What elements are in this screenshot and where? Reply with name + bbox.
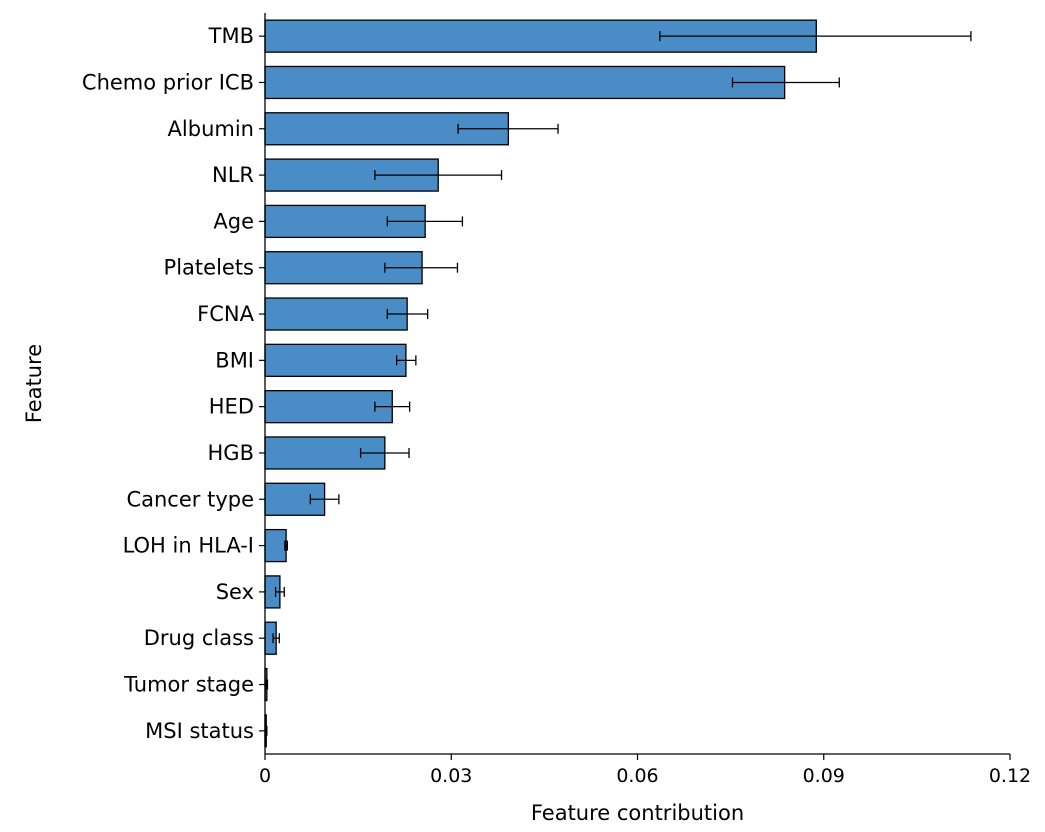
y-tick-label: Albumin [168, 117, 254, 141]
y-tick-label: HGB [208, 441, 254, 465]
y-tick-label: NLR [212, 163, 254, 187]
error-bars-group [264, 31, 972, 736]
y-tick-label: Drug class [144, 626, 254, 650]
x-tick-label: 0 [259, 765, 271, 787]
y-tick-label: LOH in HLA-I [123, 534, 254, 558]
y-tick-label: Sex [216, 580, 254, 604]
y-tick-label: TMB [208, 24, 254, 48]
y-tick-label: Platelets [164, 256, 254, 280]
y-tick-label: Chemo prior ICB [82, 70, 254, 94]
x-tick-label: 0.03 [430, 765, 472, 787]
bar [264, 297, 408, 331]
bar [264, 343, 407, 377]
y-tick-labels: TMB Chemo prior ICB Albumin NLR Age Platelets… [82, 24, 265, 743]
y-axis-title: Feature [22, 344, 46, 423]
y-tick-label: Age [213, 209, 254, 233]
y-tick-label: HED [209, 395, 254, 419]
x-tick-label: 0.12 [989, 765, 1031, 787]
bar [264, 65, 786, 100]
x-ticks: 0 0.03 0.06 0.09 0.12 [259, 754, 1031, 787]
bar [264, 390, 393, 424]
y-tick-label: MSI status [145, 719, 254, 743]
x-axis-title: Feature contribution [531, 801, 744, 825]
y-tick-label: Tumor stage [123, 673, 254, 697]
y-tick-label: Cancer type [126, 487, 254, 511]
y-tick-label: FCNA [197, 302, 254, 326]
y-tick-label: BMI [215, 348, 254, 372]
x-tick-label: 0.06 [616, 765, 658, 787]
bar [264, 528, 287, 563]
x-tick-label: 0.09 [803, 765, 845, 787]
